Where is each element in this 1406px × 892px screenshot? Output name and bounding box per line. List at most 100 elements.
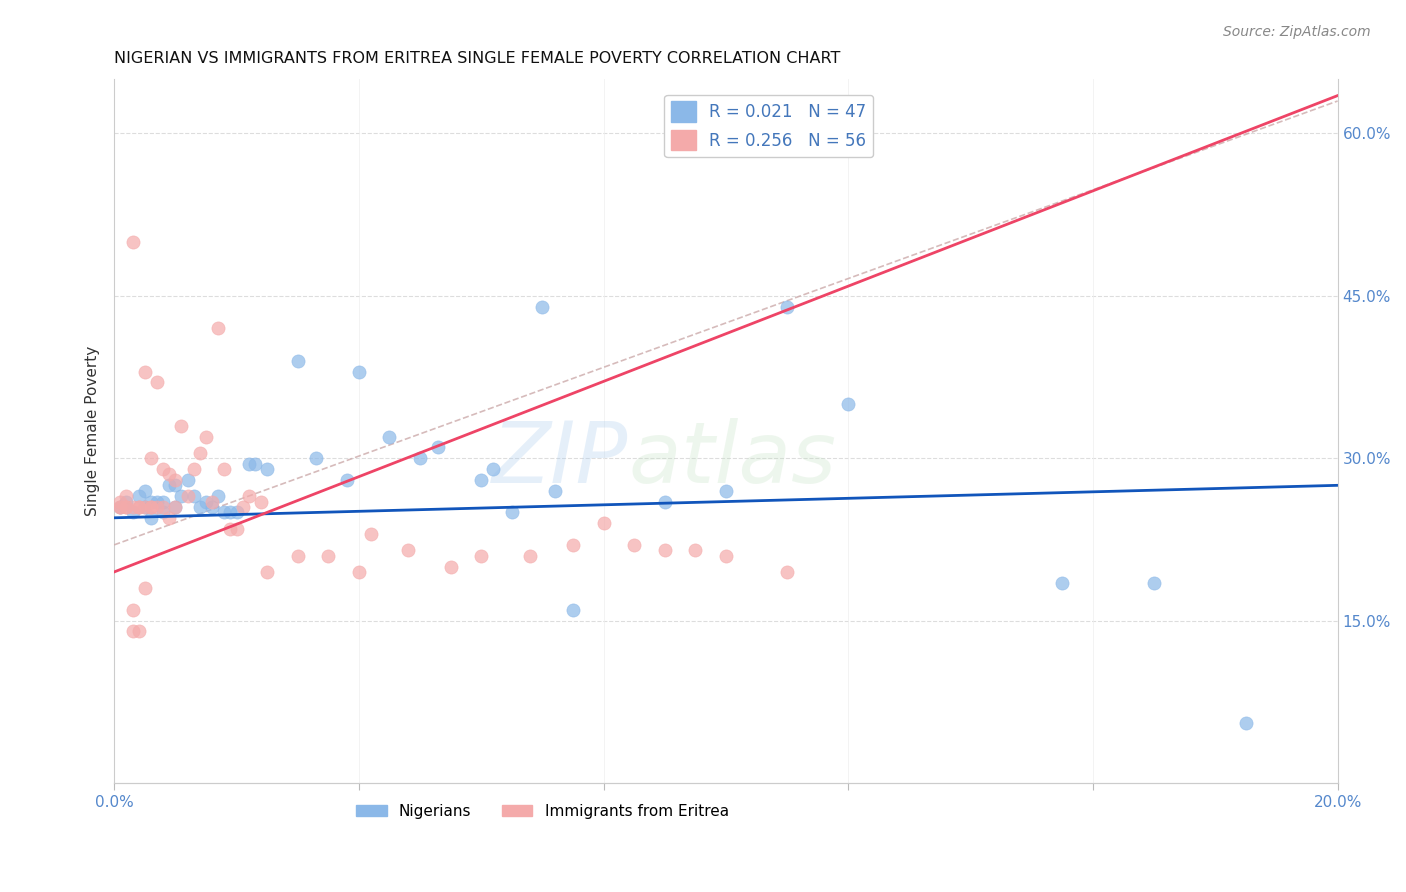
Point	[194, 429, 217, 443]
Point	[121, 500, 143, 514]
Point	[654, 543, 676, 558]
Point	[110, 494, 132, 508]
Point	[157, 478, 180, 492]
Point	[336, 473, 359, 487]
Point	[519, 549, 541, 563]
Point	[347, 565, 370, 579]
Point	[623, 538, 645, 552]
Point	[201, 500, 224, 514]
Point	[115, 500, 138, 514]
Point	[219, 505, 242, 519]
Point	[165, 500, 187, 514]
Point	[170, 489, 193, 503]
Point	[134, 483, 156, 498]
Point	[501, 505, 523, 519]
Point	[146, 376, 169, 390]
Point	[157, 467, 180, 482]
Point	[685, 543, 707, 558]
Point	[115, 494, 138, 508]
Point	[165, 478, 187, 492]
Point	[110, 500, 132, 514]
Point	[121, 235, 143, 249]
Point	[152, 462, 174, 476]
Point	[128, 500, 150, 514]
Point	[592, 516, 614, 531]
Point	[427, 441, 450, 455]
Point	[219, 522, 242, 536]
Point	[256, 565, 278, 579]
Point	[121, 603, 143, 617]
Point	[134, 365, 156, 379]
Point	[287, 549, 309, 563]
Point	[543, 483, 565, 498]
Point	[176, 489, 198, 503]
Point	[562, 603, 585, 617]
Point	[183, 489, 205, 503]
Point	[396, 543, 419, 558]
Point	[776, 300, 799, 314]
Point	[238, 489, 260, 503]
Point	[360, 527, 382, 541]
Point	[115, 500, 138, 514]
Point	[378, 429, 401, 443]
Point	[305, 451, 328, 466]
Point	[238, 457, 260, 471]
Point	[128, 489, 150, 503]
Point	[134, 500, 156, 514]
Point	[250, 494, 273, 508]
Y-axis label: Single Female Poverty: Single Female Poverty	[86, 346, 100, 516]
Point	[139, 500, 162, 514]
Point	[837, 397, 859, 411]
Point	[225, 505, 247, 519]
Point	[316, 549, 339, 563]
Point	[139, 510, 162, 524]
Text: ZIP: ZIP	[492, 417, 628, 500]
Point	[714, 483, 737, 498]
Point	[139, 494, 162, 508]
Point	[243, 457, 266, 471]
Point	[1052, 575, 1074, 590]
Point	[139, 500, 162, 514]
Text: NIGERIAN VS IMMIGRANTS FROM ERITREA SINGLE FEMALE POVERTY CORRELATION CHART: NIGERIAN VS IMMIGRANTS FROM ERITREA SING…	[114, 51, 841, 66]
Point	[1143, 575, 1166, 590]
Point	[152, 494, 174, 508]
Point	[232, 500, 254, 514]
Point	[287, 354, 309, 368]
Text: Source: ZipAtlas.com: Source: ZipAtlas.com	[1223, 25, 1371, 39]
Point	[146, 494, 169, 508]
Point	[256, 462, 278, 476]
Point	[188, 500, 211, 514]
Point	[225, 522, 247, 536]
Point	[110, 500, 132, 514]
Point	[214, 462, 236, 476]
Point	[1234, 716, 1257, 731]
Point	[183, 462, 205, 476]
Point	[207, 321, 229, 335]
Point	[776, 565, 799, 579]
Text: atlas: atlas	[628, 417, 837, 500]
Point	[654, 494, 676, 508]
Point	[121, 624, 143, 639]
Point	[152, 505, 174, 519]
Legend: Nigerians, Immigrants from Eritrea: Nigerians, Immigrants from Eritrea	[350, 797, 735, 825]
Point	[201, 494, 224, 508]
Point	[134, 500, 156, 514]
Point	[409, 451, 432, 466]
Point	[714, 549, 737, 563]
Point	[146, 500, 169, 514]
Point	[347, 365, 370, 379]
Point	[128, 500, 150, 514]
Point	[121, 505, 143, 519]
Point	[134, 581, 156, 595]
Point	[562, 538, 585, 552]
Point	[207, 489, 229, 503]
Point	[139, 451, 162, 466]
Point	[170, 418, 193, 433]
Point	[157, 510, 180, 524]
Point	[188, 446, 211, 460]
Point	[176, 473, 198, 487]
Point	[115, 489, 138, 503]
Point	[165, 500, 187, 514]
Point	[470, 549, 492, 563]
Point	[128, 624, 150, 639]
